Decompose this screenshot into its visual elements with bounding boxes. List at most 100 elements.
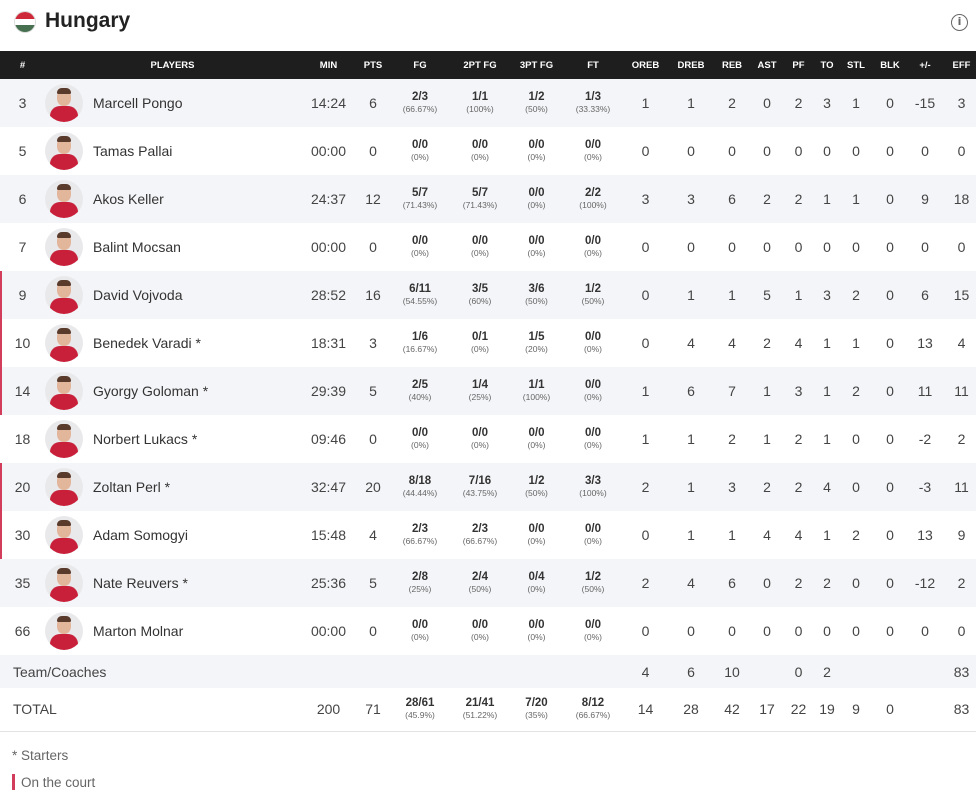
three-pointers-pct: (0%) [527,152,546,162]
player-avatar[interactable] [45,372,83,410]
player-name[interactable]: Marcell Pongo [93,95,183,111]
player-avatar[interactable] [45,84,83,122]
player-name[interactable]: Zoltan Perl * [93,479,170,495]
player-avatar[interactable] [45,516,83,554]
steals: 0 [852,575,860,591]
player-cell[interactable]: Nate Reuvers * [45,559,300,607]
player-row[interactable]: 7 Balint Mocsan 00:00 0 0/0 (0%) 0/0 (0%) 0/0 (0… [0,223,976,271]
turnovers: 1 [823,335,831,351]
col-reb-header[interactable]: REB [721,59,743,71]
player-avatar[interactable] [45,132,83,170]
info-icon[interactable]: i [951,14,968,31]
player-name[interactable]: Nate Reuvers * [93,575,188,591]
player-name[interactable]: Tamas Pallai [93,143,172,159]
player-row[interactable]: 30 Adam Somogyi 15:48 4 2/3 (66.67%) 2/3 (66.6… [0,511,976,559]
player-cell[interactable]: Benedek Varadi * [45,319,300,367]
points: 3 [369,335,377,351]
player-avatar[interactable] [45,228,83,266]
player-cell[interactable]: Akos Keller [45,175,300,223]
steals: 0 [852,623,860,639]
player-cell[interactable]: Gyorgy Goloman * [45,367,300,415]
col-ast-header[interactable]: AST [757,59,777,71]
player-cell[interactable]: Tamas Pallai [45,127,300,175]
points: 4 [369,527,377,543]
col-eff-header[interactable]: EFF [952,59,971,71]
player-avatar[interactable] [45,324,83,362]
col-3pt-fg-header[interactable]: 3PT FG [519,59,554,71]
player-row[interactable]: 9 David Vojvoda 28:52 16 6/11 (54.55%) 3/5 (60… [0,271,976,319]
player-name[interactable]: Marton Molnar [93,623,183,639]
player-avatar[interactable] [45,612,83,650]
col-2pt-fg-header[interactable]: 2PT FG [463,59,497,71]
three-pointers-pct: (0%) [527,632,546,642]
player-row[interactable]: 20 Zoltan Perl * 32:47 20 8/18 (44.44%) 7/16 (4… [0,463,976,511]
field-goals: 2/8 (25%) [389,559,451,607]
three-pointers: 1/2 (50%) [509,79,564,127]
three-pointers-pct: (0%) [527,248,546,258]
free-throws: 0/0 (0%) [564,127,622,175]
personal-fouls: 4 [794,527,803,543]
player-name[interactable]: Gyorgy Goloman * [93,383,208,399]
assists: 2 [763,335,771,351]
player-cell[interactable]: Adam Somogyi [45,511,300,559]
col-oreb-header[interactable]: OREB [631,59,660,71]
player-cell[interactable]: Marcell Pongo [45,79,300,127]
col-pf-header[interactable]: PF [792,59,805,71]
field-goals-pct: (0%) [411,440,429,450]
player-avatar[interactable] [45,420,83,458]
col-blk-header[interactable]: BLK [880,59,900,71]
player-row[interactable]: 18 Norbert Lukacs * 09:46 0 0/0 (0%) 0/0 (0%) 0/… [0,415,976,463]
col-fg-header[interactable]: FG [413,59,427,71]
player-row[interactable]: 5 Tamas Pallai 00:00 0 0/0 (0%) 0/0 (0%) 0/0 (0%… [0,127,976,175]
player-name[interactable]: David Vojvoda [93,287,183,303]
player-avatar[interactable] [45,180,83,218]
player-number: 6 [18,191,27,207]
three-pointers: 0/0 (0%) [509,223,564,271]
two-pointers-pct: (50%) [468,584,492,594]
player-name[interactable]: Norbert Lukacs * [93,431,197,447]
player-row[interactable]: 10 Benedek Varadi * 18:31 3 1/6 (16.67%) 0/1 (0… [0,319,976,367]
player-avatar[interactable] [45,468,83,506]
player-cell[interactable]: Norbert Lukacs * [45,415,300,463]
col-ft-header[interactable]: FT [587,59,599,71]
col-plus-minus-header[interactable]: +/- [919,59,931,71]
team-efficiency: 83 [953,663,970,680]
player-name[interactable]: Balint Mocsan [93,239,181,255]
col-players-header[interactable]: PLAYERS [150,59,195,71]
field-goals-made: 6/11 [409,283,431,295]
player-cell[interactable]: Zoltan Perl * [45,463,300,511]
rebounds: 1 [728,287,736,303]
player-name[interactable]: Benedek Varadi * [93,335,201,351]
player-avatar[interactable] [45,564,83,602]
free-throws-pct: (0%) [584,536,602,546]
total-three-pointers-made: 7/20 [525,697,548,710]
col-pts-header[interactable]: PTS [363,59,383,71]
two-pointers: 2/3 (66.67%) [451,511,509,559]
player-name[interactable]: Akos Keller [93,191,164,207]
player-row[interactable]: 14 Gyorgy Goloman * 29:39 5 2/5 (40%) 1/4 (25%)… [0,367,976,415]
team-assists [751,655,783,688]
player-row[interactable]: 3 Marcell Pongo 14:24 6 2/3 (66.67%) 1/1 (100%… [0,79,976,127]
player-cell[interactable]: David Vojvoda [45,271,300,319]
player-avatar[interactable] [45,276,83,314]
player-row[interactable]: 35 Nate Reuvers * 25:36 5 2/8 (25%) 2/4 (50%) 0/… [0,559,976,607]
blocks: 0 [886,335,894,351]
minutes: 15:48 [310,527,347,543]
col-min-header[interactable]: MIN [319,59,338,71]
player-row[interactable]: 66 Marton Molnar 00:00 0 0/0 (0%) 0/0 (0%) 0/0(… [0,607,976,655]
col-stl-header[interactable]: STL [847,59,865,71]
player-cell[interactable]: Balint Mocsan [45,223,300,271]
field-goals: 1/6 (16.67%) [389,319,451,367]
team-plus-minus [908,655,942,688]
team-rebounds: 10 [724,663,740,680]
rebounds: 6 [728,191,736,207]
player-cell[interactable]: Marton Molnar [45,607,300,655]
col-dreb-header[interactable]: DREB [677,59,705,71]
steals: 2 [852,383,860,399]
player-name[interactable]: Adam Somogyi [93,527,188,543]
player-row[interactable]: 6 Akos Keller 24:37 12 5/7 (71.43%) 5/7 (71.43… [0,175,976,223]
col-to-header[interactable]: TO [820,59,834,71]
field-goals-pct: (25%) [408,584,432,594]
col-number-header[interactable]: # [19,59,26,71]
free-throws-made: 0/0 [585,139,601,151]
